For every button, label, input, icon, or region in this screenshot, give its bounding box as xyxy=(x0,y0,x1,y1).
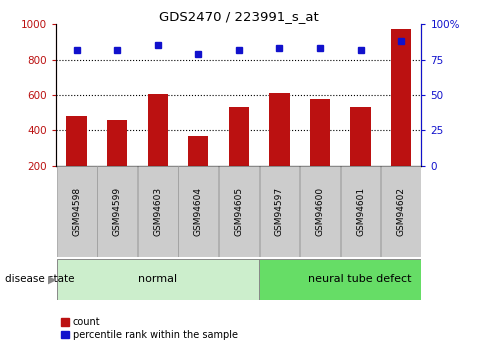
Bar xyxy=(98,166,137,257)
Text: ▶: ▶ xyxy=(48,275,56,284)
Text: normal: normal xyxy=(138,275,177,284)
Bar xyxy=(147,94,168,166)
Bar xyxy=(188,136,208,166)
Bar xyxy=(57,259,259,300)
Text: disease state: disease state xyxy=(5,275,74,284)
Text: GSM94604: GSM94604 xyxy=(194,187,203,236)
Bar xyxy=(381,166,421,257)
Bar xyxy=(259,259,462,300)
Bar xyxy=(391,29,411,166)
Text: GSM94600: GSM94600 xyxy=(316,187,324,236)
Bar xyxy=(229,107,249,166)
Bar xyxy=(107,120,127,166)
Text: GSM94603: GSM94603 xyxy=(153,187,162,236)
Bar xyxy=(350,107,371,166)
Bar xyxy=(341,166,380,257)
Legend: count, percentile rank within the sample: count, percentile rank within the sample xyxy=(61,317,238,340)
Text: neural tube defect: neural tube defect xyxy=(308,275,412,284)
Text: GSM94597: GSM94597 xyxy=(275,187,284,236)
Bar xyxy=(219,166,259,257)
Text: GSM94601: GSM94601 xyxy=(356,187,365,236)
Bar xyxy=(300,166,340,257)
Text: GSM94598: GSM94598 xyxy=(72,187,81,236)
Bar xyxy=(138,166,178,257)
Bar xyxy=(178,166,218,257)
Text: GSM94599: GSM94599 xyxy=(113,187,122,236)
Text: GSM94602: GSM94602 xyxy=(396,187,406,236)
Bar xyxy=(260,166,299,257)
Bar xyxy=(57,166,97,257)
Bar xyxy=(67,116,87,166)
Bar xyxy=(270,93,290,166)
Bar xyxy=(310,99,330,166)
Title: GDS2470 / 223991_s_at: GDS2470 / 223991_s_at xyxy=(159,10,319,23)
Text: GSM94605: GSM94605 xyxy=(234,187,244,236)
